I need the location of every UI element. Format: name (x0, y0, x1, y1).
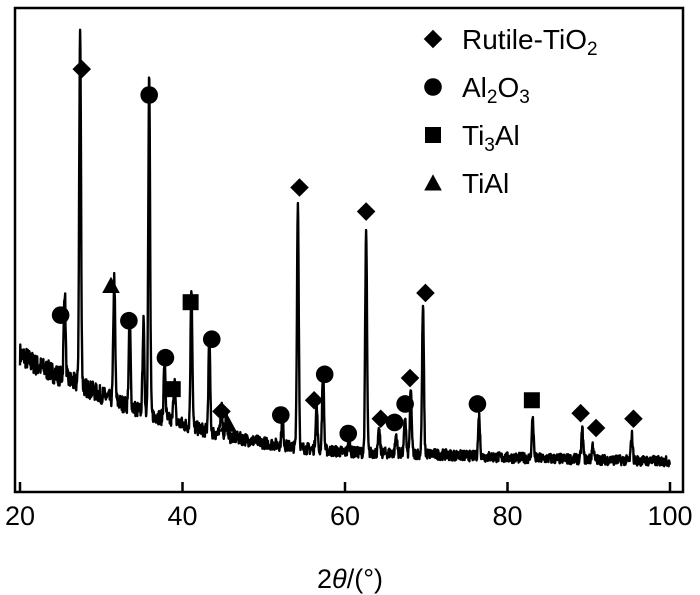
legend-label-text: TiAl (462, 168, 509, 199)
marker-diamond (416, 283, 435, 303)
marker-diamond (356, 202, 376, 221)
plot-area (18, 28, 672, 468)
marker-diamond (371, 409, 391, 429)
legend-label-text: Al (495, 120, 520, 151)
marker-diamond (571, 403, 590, 423)
legend-label: Rutile-TiO2 (462, 24, 598, 60)
legend-item: Al2O3 (424, 72, 530, 108)
legend-circle-icon (424, 78, 442, 96)
axes: 20 40 60 80 100 (5, 6, 693, 531)
marker-diamond (212, 402, 231, 421)
marker-diamond (624, 409, 643, 429)
legend-triangle-icon (424, 174, 442, 191)
legend-label-text: Al (462, 72, 487, 103)
marker-square (164, 381, 181, 398)
x-tick-label: 60 (330, 501, 360, 531)
plot-frame (13, 6, 685, 494)
marker-circle (51, 306, 70, 324)
legend-label-subscript: 2 (587, 39, 598, 60)
legend-label-text: Rutile-TiO (462, 24, 587, 55)
marker-circle (202, 330, 221, 349)
marker-triangle (102, 276, 120, 294)
xrd-pattern-line (18, 28, 672, 468)
legend-label: TiAl (462, 168, 509, 199)
legend-label-text: O (497, 72, 519, 103)
legend-label-text: Ti (462, 120, 484, 151)
marker-circle (315, 365, 334, 384)
x-axis-label-symbol: θ (332, 564, 347, 594)
marker-diamond (290, 178, 309, 197)
marker-square (182, 294, 199, 311)
marker-circle (468, 395, 487, 413)
marker-circle (396, 395, 414, 413)
marker-triangle (219, 415, 237, 432)
legend-item: Rutile-TiO2 (423, 24, 598, 60)
x-tick-label: 100 (647, 501, 692, 531)
x-tick-label: 20 (5, 501, 35, 531)
legend-label-subscript: 2 (487, 87, 498, 108)
x-axis-label-pre: 2 (317, 564, 332, 594)
legend-label: Al2O3 (462, 72, 530, 108)
marker-diamond (400, 368, 420, 388)
legend-label-subscript: 3 (484, 135, 495, 156)
phase-markers (51, 59, 643, 443)
x-tick-label: 40 (167, 501, 197, 531)
marker-diamond (72, 59, 92, 79)
legend-item: Ti3Al (425, 120, 520, 156)
marker-circle (339, 424, 358, 443)
marker-diamond (304, 390, 324, 410)
marker-circle (120, 311, 138, 330)
marker-circle (140, 86, 158, 104)
x-axis-label-unit: /(°) (347, 564, 383, 594)
legend-label-subscript: 3 (519, 87, 530, 108)
marker-diamond (586, 418, 606, 438)
x-tick-label: 80 (492, 501, 522, 531)
legend-label: Ti3Al (462, 120, 520, 156)
marker-square (523, 392, 540, 409)
legend-square-icon (425, 127, 441, 143)
marker-circle (272, 406, 290, 424)
legend-diamond-icon (423, 29, 443, 49)
marker-circle (385, 413, 404, 432)
marker-circle (156, 348, 175, 367)
x-axis-label: 2θ/(°) (317, 564, 383, 594)
legend-item: TiAl (424, 168, 509, 199)
